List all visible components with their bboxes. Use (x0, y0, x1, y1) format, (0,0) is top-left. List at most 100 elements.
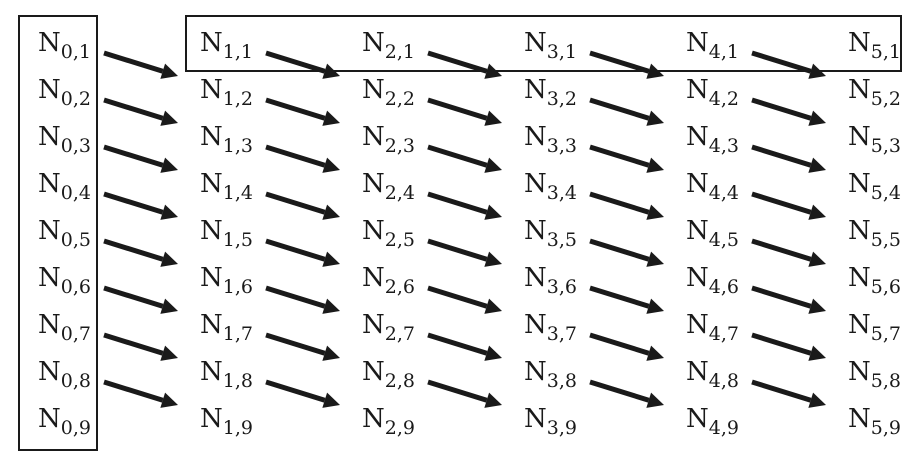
node-subscript: 4,1 (709, 41, 739, 63)
arrow-0-1 (103, 50, 178, 79)
arrow-3-3 (589, 144, 664, 173)
arrow-shaft (751, 285, 812, 309)
node-4-3: N4,3 (686, 122, 739, 157)
node-subscript: 0,2 (61, 88, 91, 110)
node-3-4: N3,4 (524, 169, 577, 204)
arrow-1-7 (265, 332, 340, 361)
node-1-4: N1,4 (200, 169, 253, 204)
arrow-head (322, 345, 340, 361)
node-subscript: 3,8 (547, 370, 577, 392)
arrow-3-8 (589, 379, 664, 408)
arrow-head (484, 298, 502, 314)
node-subscript: 1,4 (223, 182, 253, 204)
node-4-6: N4,6 (686, 263, 739, 298)
arrow-shaft (751, 191, 812, 215)
arrow-shaft (427, 144, 488, 168)
node-subscript: 0,9 (61, 417, 91, 439)
node-subscript: 2,6 (385, 276, 415, 298)
arrow-head (322, 157, 340, 173)
node-subscript: 3,6 (547, 276, 577, 298)
arrow-2-6 (427, 285, 502, 314)
row-1-box (185, 15, 902, 72)
node-subscript: 5,8 (871, 370, 901, 392)
node-subscript: 1,6 (223, 276, 253, 298)
node-subscript: 0,3 (61, 135, 91, 157)
node-5-6: N5,6 (848, 263, 901, 298)
arrow-shaft (751, 144, 812, 168)
node-subscript: 1,2 (223, 88, 253, 110)
arrow-head (646, 110, 664, 126)
node-4-9: N4,9 (686, 404, 739, 439)
arrow-head (484, 251, 502, 267)
node-subscript: 0,5 (61, 229, 91, 251)
arrow-2-5 (427, 238, 502, 267)
node-5-3: N5,3 (848, 122, 901, 157)
node-2-2: N2,2 (362, 75, 415, 110)
node-subscript: 3,4 (547, 182, 577, 204)
arrow-shaft (589, 50, 650, 74)
node-5-1: N5,1 (848, 28, 901, 63)
arrow-3-4 (589, 191, 664, 220)
arrow-head (322, 251, 340, 267)
node-0-2: N0,2 (38, 75, 91, 110)
node-subscript: 4,6 (709, 276, 739, 298)
node-1-3: N1,3 (200, 122, 253, 157)
node-1-1: N1,1 (200, 28, 253, 63)
arrow-1-2 (265, 97, 340, 126)
arrow-shaft (589, 144, 650, 168)
arrow-head (484, 204, 502, 220)
arrow-shaft (265, 285, 326, 309)
arrow-1-5 (265, 238, 340, 267)
arrow-2-7 (427, 332, 502, 361)
node-2-5: N2,5 (362, 216, 415, 251)
node-subscript: 2,7 (385, 323, 415, 345)
arrow-4-3 (751, 144, 826, 173)
node-subscript: 4,2 (709, 88, 739, 110)
node-subscript: 0,8 (61, 370, 91, 392)
arrow-1-3 (265, 144, 340, 173)
column-0-box (18, 15, 98, 451)
node-subscript: 5,5 (871, 229, 901, 251)
node-2-1: N2,1 (362, 28, 415, 63)
arrow-shaft (589, 285, 650, 309)
arrow-2-8 (427, 379, 502, 408)
arrow-shaft (103, 50, 164, 74)
arrow-head (160, 298, 178, 314)
arrow-head (322, 63, 340, 79)
arrow-shaft (103, 285, 164, 309)
arrow-head (646, 157, 664, 173)
node-0-6: N0,6 (38, 263, 91, 298)
arrow-head (484, 157, 502, 173)
node-1-7: N1,7 (200, 310, 253, 345)
arrow-head (808, 392, 826, 408)
node-1-8: N1,8 (200, 357, 253, 392)
arrow-shaft (427, 379, 488, 403)
arrow-head (808, 298, 826, 314)
node-5-7: N5,7 (848, 310, 901, 345)
arrow-shaft (265, 191, 326, 215)
arrow-shaft (103, 97, 164, 121)
arrow-head (322, 298, 340, 314)
node-subscript: 5,4 (871, 182, 901, 204)
arrow-head (646, 392, 664, 408)
arrow-0-8 (103, 379, 178, 408)
arrow-shaft (751, 50, 812, 74)
node-2-7: N2,7 (362, 310, 415, 345)
arrow-head (322, 204, 340, 220)
arrow-shaft (265, 238, 326, 262)
arrow-shaft (265, 332, 326, 356)
arrow-4-4 (751, 191, 826, 220)
node-subscript: 5,3 (871, 135, 901, 157)
node-2-9: N2,9 (362, 404, 415, 439)
node-3-3: N3,3 (524, 122, 577, 157)
arrow-4-2 (751, 97, 826, 126)
arrow-0-2 (103, 97, 178, 126)
arrow-shaft (589, 238, 650, 262)
arrow-head (646, 345, 664, 361)
node-1-2: N1,2 (200, 75, 253, 110)
arrow-3-1 (589, 50, 664, 79)
node-subscript: 2,4 (385, 182, 415, 204)
arrow-shaft (589, 191, 650, 215)
node-subscript: 3,3 (547, 135, 577, 157)
